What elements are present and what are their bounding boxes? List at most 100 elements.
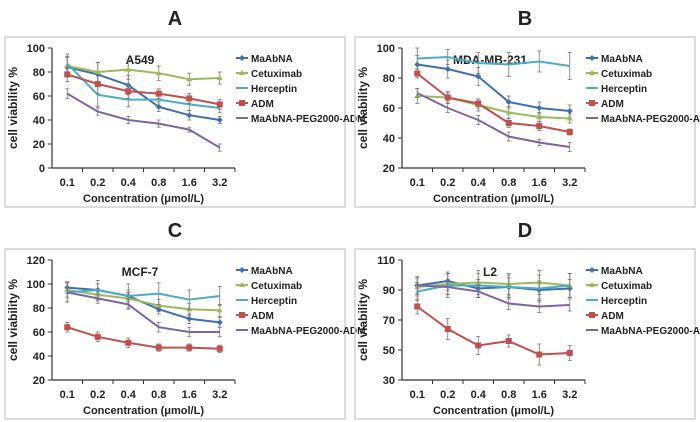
x-tick-label: 0.2 xyxy=(440,177,455,189)
series-maabna-peg2000-adm: MaAbNA-PEG2000-ADM xyxy=(65,88,365,152)
legend-label: MaAbNA-PEG2000-ADM xyxy=(251,326,365,337)
data-point xyxy=(94,81,101,87)
series-line xyxy=(417,95,570,120)
data-point xyxy=(155,70,162,76)
x-tick-label: 0.1 xyxy=(410,389,425,401)
series-line xyxy=(416,92,570,148)
x-tick-label: 0.2 xyxy=(90,177,105,189)
x-tick-label: 3.2 xyxy=(212,177,227,189)
panel-frame xyxy=(354,36,696,208)
panel-letter: C xyxy=(168,220,182,242)
legend-marker xyxy=(589,55,595,61)
series-line xyxy=(66,326,220,350)
legend-marker xyxy=(239,312,245,318)
data-point xyxy=(216,75,223,80)
data-point xyxy=(536,105,543,111)
chart-title: A549 xyxy=(126,53,155,67)
data-point xyxy=(505,109,512,115)
x-tick-label: 1.6 xyxy=(532,389,547,401)
data-point xyxy=(444,326,451,332)
series-line xyxy=(416,305,570,356)
data-point xyxy=(536,351,543,358)
x-tick-label: 0.8 xyxy=(151,177,166,189)
legend-label: ADM xyxy=(251,99,274,110)
series-line xyxy=(67,66,220,121)
x-tick-label: 0.4 xyxy=(471,177,487,189)
series-line xyxy=(417,281,570,288)
data-point xyxy=(414,70,421,77)
x-tick-label: 0.1 xyxy=(410,177,425,189)
legend-label: MaAbNA xyxy=(251,266,293,277)
y-axis-label: cell viability % xyxy=(6,67,20,149)
y-tick-label: 30 xyxy=(383,375,395,387)
legend-marker xyxy=(239,70,245,75)
series-line xyxy=(67,291,220,333)
y-tick-label: 120 xyxy=(27,255,45,267)
data-point xyxy=(125,88,132,95)
legend-marker xyxy=(589,267,595,273)
legend-label: Cetuximab xyxy=(251,69,302,80)
data-point xyxy=(155,90,162,97)
x-tick-label: 0.1 xyxy=(60,389,75,401)
panel-letter: D xyxy=(518,220,532,242)
legend-label: MaAbNA xyxy=(601,54,643,65)
series-adm: ADM xyxy=(64,66,274,110)
data-point xyxy=(216,101,223,108)
panel-letter: A xyxy=(168,8,182,30)
y-tick-label: 20 xyxy=(383,163,395,175)
x-axis-label: Concentration (μmol/L) xyxy=(83,405,204,417)
y-axis-label: cell viability % xyxy=(356,67,370,149)
y-axis-label: cell viability % xyxy=(6,279,20,361)
series-line xyxy=(417,279,570,292)
legend-label: MaAbNA xyxy=(251,54,293,65)
y-tick-label: 80 xyxy=(33,303,45,315)
legend-label: Cetuximab xyxy=(601,281,652,292)
legend-label: MaAbNA-PEG2000-ADM xyxy=(251,114,365,125)
x-tick-label: 0.8 xyxy=(501,177,516,189)
series-line xyxy=(67,65,220,81)
data-point xyxy=(155,344,162,351)
x-axis-label: Concentration (μmol/L) xyxy=(433,193,554,205)
panel-frame xyxy=(354,248,696,420)
panel-frame xyxy=(4,248,346,420)
series-line xyxy=(66,73,220,106)
x-tick-label: 0.2 xyxy=(440,389,455,401)
y-tick-label: 0 xyxy=(39,163,45,175)
y-tick-label: 110 xyxy=(377,255,395,267)
legend-marker xyxy=(589,100,595,106)
panel-frame xyxy=(4,36,346,208)
data-point xyxy=(64,71,71,78)
y-tick-label: 80 xyxy=(383,73,395,85)
y-axis-label: cell viability % xyxy=(356,279,370,361)
x-tick-label: 1.6 xyxy=(532,177,547,189)
data-point xyxy=(64,324,71,331)
x-axis-label: Concentration (μmol/L) xyxy=(433,405,554,417)
legend-label: ADM xyxy=(601,99,624,110)
y-tick-label: 100 xyxy=(377,43,395,55)
y-tick-label: 70 xyxy=(383,315,395,327)
data-point xyxy=(566,108,573,114)
x-tick-label: 3.2 xyxy=(562,177,577,189)
data-point xyxy=(216,307,223,313)
x-tick-label: 3.2 xyxy=(562,389,577,401)
y-tick-label: 40 xyxy=(33,351,45,363)
data-point xyxy=(444,66,451,72)
y-tick-label: 40 xyxy=(383,133,395,145)
legend-label: MaAbNA xyxy=(601,266,643,277)
legend-label: Cetuximab xyxy=(251,281,302,292)
y-tick-label: 50 xyxy=(383,345,395,357)
legend-label: ADM xyxy=(601,311,624,322)
series-adm: ADM xyxy=(414,298,624,366)
legend-marker xyxy=(239,100,245,106)
legend-label: Herceptin xyxy=(601,296,647,307)
y-tick-label: 20 xyxy=(33,139,45,151)
x-tick-label: 0.8 xyxy=(151,389,166,401)
series-line xyxy=(416,72,570,133)
y-tick-label: 80 xyxy=(33,67,45,79)
y-tick-label: 60 xyxy=(33,327,45,339)
y-tick-label: 60 xyxy=(383,103,395,115)
data-point xyxy=(125,66,132,72)
series-maabna-peg2000-adm: MaAbNA-PEG2000-ADM xyxy=(415,88,700,152)
data-point xyxy=(505,120,512,126)
